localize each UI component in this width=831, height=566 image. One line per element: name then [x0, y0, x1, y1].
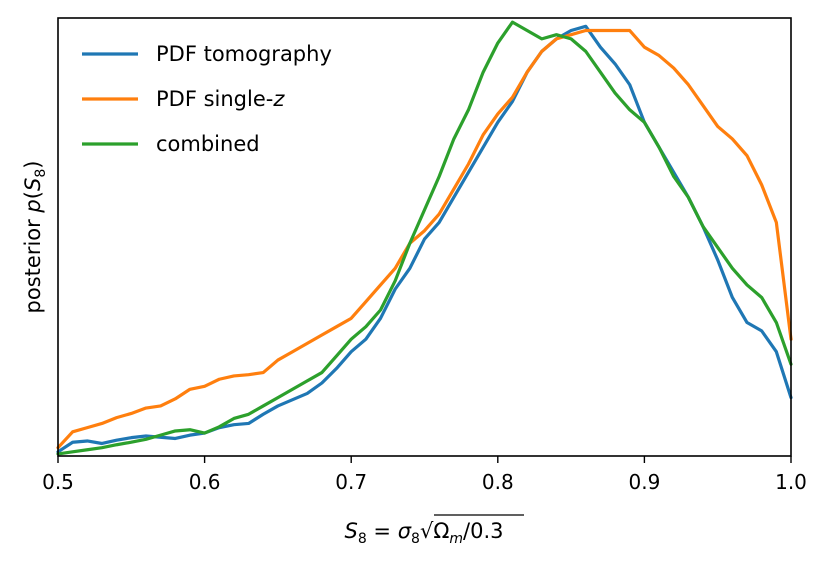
x-tick-label: 0.6 — [189, 470, 221, 494]
x-tick-label: 0.8 — [482, 470, 514, 494]
x-tick-label: 0.7 — [335, 470, 367, 494]
x-tick-label: 0.9 — [628, 470, 660, 494]
legend-label-pdf-single-z: PDF single-z — [156, 87, 285, 111]
x-axis-label: S8 = σ8√Ωm/0.3 — [344, 519, 503, 547]
legend-label-pdf-tomography: PDF tomography — [156, 42, 332, 66]
y-axis-label: posterior p(S8) — [21, 161, 49, 314]
series-line-pdf-single-z — [56, 28, 793, 450]
x-tick-label: 1.0 — [775, 470, 807, 494]
x-axis-ticks: 0.5 0.6 0.7 0.8 0.9 1.0 — [42, 456, 807, 494]
plot-frame — [57, 17, 792, 457]
legend: PDF tomography PDF single-z combined — [82, 42, 332, 156]
series-line-combined — [56, 20, 793, 456]
x-tick-label: 0.5 — [42, 470, 74, 494]
legend-label-combined: combined — [156, 132, 260, 156]
series-layer — [56, 20, 793, 456]
